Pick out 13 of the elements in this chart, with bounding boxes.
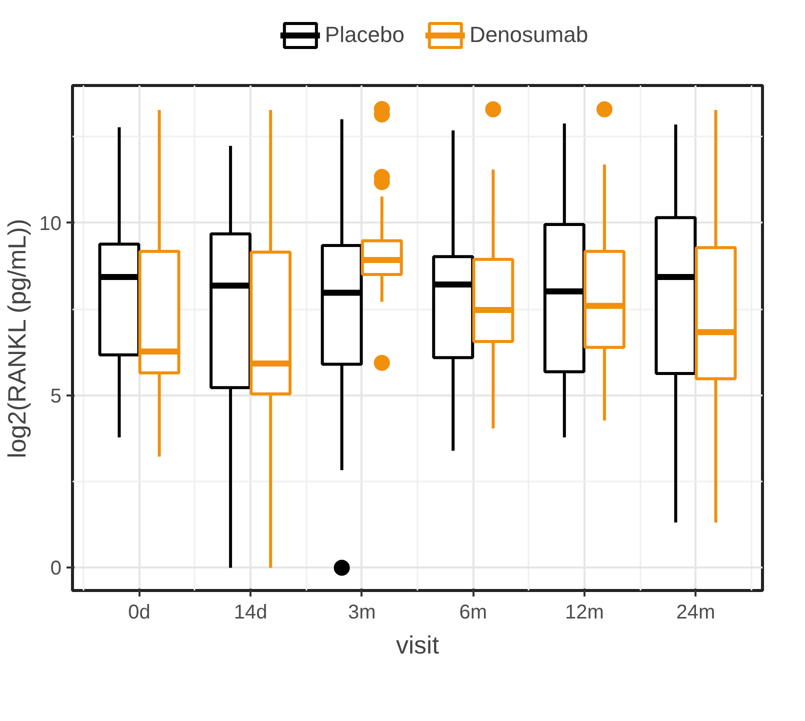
x-tick-label: 12m [564, 602, 604, 624]
y-tick-label: 10 [39, 212, 62, 235]
x-tick-label: 24m [676, 602, 716, 624]
x-tick-label: 0d [128, 602, 150, 624]
x-axis-title: visit [396, 632, 440, 660]
legend-label: Placebo [324, 22, 404, 48]
x-tick-label: 6m [459, 602, 488, 624]
y-tick-label: 0 [50, 558, 62, 580]
y-axis-title: log2(RANKL (pg/mL)) [3, 218, 32, 458]
x-tick-label: 14d [234, 602, 268, 624]
legend-label: Denosumab [469, 22, 588, 48]
y-tick-label: 5 [50, 385, 62, 408]
x-tick-label: 3m [348, 602, 376, 624]
